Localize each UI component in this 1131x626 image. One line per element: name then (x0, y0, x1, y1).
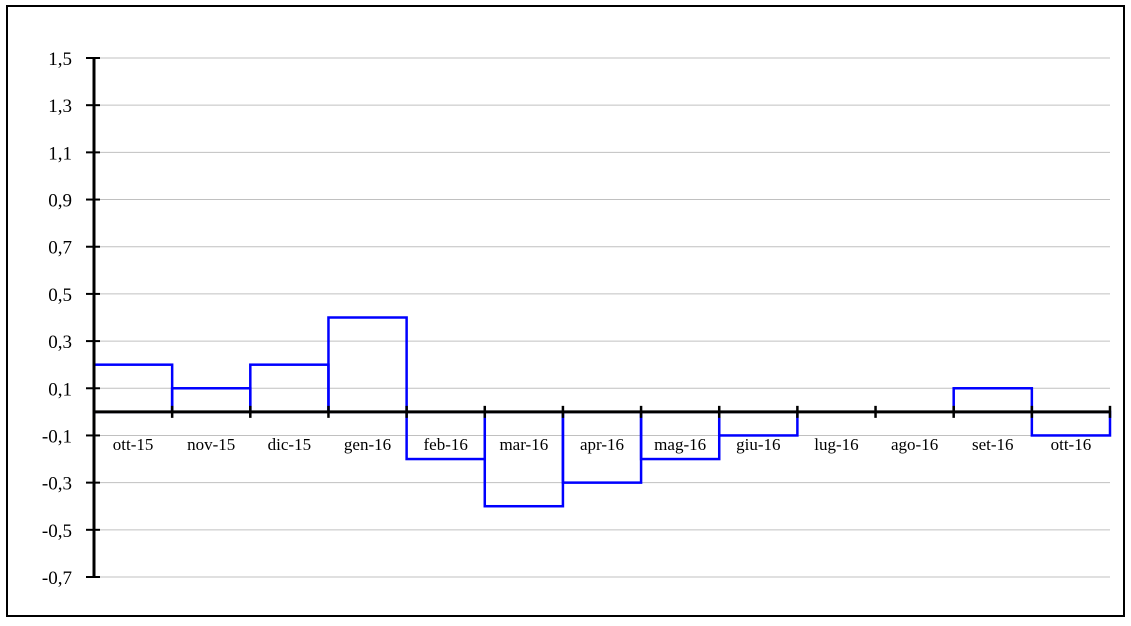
y-tick-label: 0,5 (48, 285, 72, 306)
gridlines (94, 57, 1110, 578)
y-tick-label: 1,5 (48, 49, 72, 70)
x-tick-label: ott-16 (1051, 435, 1092, 454)
chart-border (6, 5, 1125, 617)
x-tick-label: gen-16 (344, 435, 391, 454)
x-tick-label: set-16 (972, 435, 1014, 454)
x-tick-label: mar-16 (499, 435, 548, 454)
x-tick-label: giu-16 (736, 435, 780, 454)
y-tick-label: 0,7 (48, 238, 72, 259)
x-tick-label: ott-15 (113, 435, 154, 454)
y-tick-label: -0,1 (42, 426, 72, 447)
y-tick-label: 0,9 (48, 191, 72, 212)
y-tick-label: -0,7 (42, 568, 72, 589)
y-tick-labels: -0,7 -0,5 -0,3 -0,1 0,1 0,3 0,5 0,7 0,9 1,1 1,3 1,5 (42, 49, 72, 589)
x-tick-label: feb-16 (424, 435, 468, 454)
x-tick-label: ago-16 (891, 435, 938, 454)
x-tick-label: apr-16 (580, 435, 624, 454)
x-tick-labels: ott-15 nov-15 dic-15 gen-16 feb-16 mar-16 apr-… (113, 435, 1091, 454)
x-tick-label: mag-16 (654, 435, 706, 454)
x-tick-label: nov-15 (187, 435, 235, 454)
y-tick-label: -0,3 (42, 474, 72, 495)
y-tick-label: 0,1 (48, 379, 72, 400)
y-tick-label: 1,1 (48, 143, 72, 164)
axes (86, 57, 1112, 578)
x-tick-label: dic-15 (268, 435, 311, 454)
y-tick-label: -0,5 (42, 521, 72, 542)
y-tick-label: 1,3 (48, 96, 72, 117)
x-tick-label: lug-16 (814, 435, 858, 454)
y-tick-label: 0,3 (48, 332, 72, 353)
